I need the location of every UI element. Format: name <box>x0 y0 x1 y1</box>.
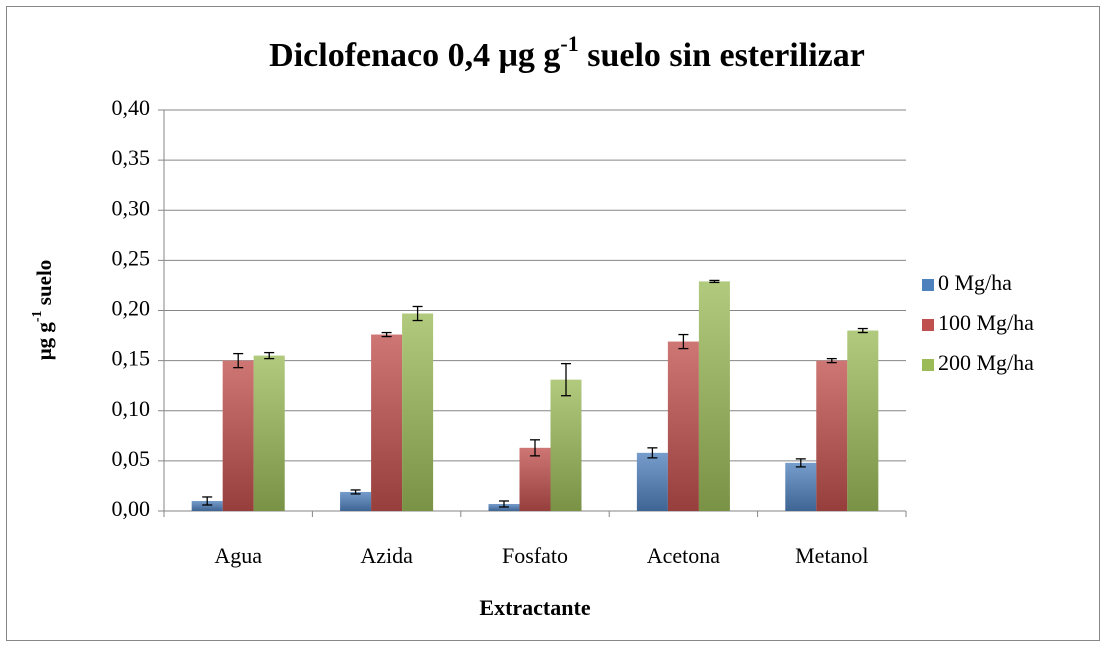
y-axis-label: μg g-1 suelo <box>30 260 56 361</box>
bar-shade <box>698 281 730 511</box>
bar-shade <box>191 500 223 511</box>
y-label-sup: -1 <box>30 310 45 322</box>
y-tick-label: 0,40 <box>112 95 151 120</box>
x-tick-label: Azida <box>360 543 413 568</box>
y-label-rest: suelo <box>32 260 56 311</box>
x-tick-label: Fosfato <box>502 543 568 568</box>
y-tick-label: 0,30 <box>112 195 151 220</box>
legend-label: 0 Mg/ha <box>938 270 1012 295</box>
bar-shade <box>253 355 285 511</box>
chart-frame <box>6 6 1100 641</box>
y-tick-label: 0,15 <box>112 346 151 371</box>
title-sup: -1 <box>560 31 578 56</box>
y-tick-label: 0,05 <box>112 446 151 471</box>
x-tick-label: Acetona <box>647 543 721 568</box>
bar-shade <box>519 447 551 511</box>
legend-label: 100 Mg/ha <box>938 310 1034 335</box>
bar-shade <box>402 313 434 511</box>
title-rest: suelo sin esterilizar <box>579 37 865 74</box>
legend-swatch <box>922 359 934 371</box>
legend-swatch <box>922 279 934 291</box>
bar-shade <box>550 379 582 511</box>
bar-shade <box>816 360 848 511</box>
y-tick-label: 0,25 <box>112 245 151 270</box>
y-tick-label: 0,20 <box>112 296 151 321</box>
title-text: Diclofenaco 0,4 μg g <box>269 37 560 74</box>
legend-label: 200 Mg/ha <box>938 350 1034 375</box>
y-tick-label: 0,10 <box>112 396 151 421</box>
bar-shade <box>667 341 699 511</box>
bar-shade <box>636 452 668 511</box>
y-tick-label: 0,00 <box>112 496 151 521</box>
bar-shade <box>847 330 879 511</box>
bar-shade <box>785 462 817 511</box>
x-tick-label: Agua <box>214 543 262 568</box>
legend-swatch <box>922 319 934 331</box>
bar-shade <box>222 360 254 511</box>
x-tick-label: Metanol <box>795 543 868 568</box>
chart-title: Diclofenaco 0,4 μg g-1 suelo sin esteril… <box>269 31 865 74</box>
bar-shade <box>340 491 372 511</box>
x-axis-label: Extractante <box>479 595 590 620</box>
bar-shade <box>371 334 403 511</box>
y-label-text: μg g <box>32 322 56 361</box>
y-tick-label: 0,35 <box>112 145 151 170</box>
